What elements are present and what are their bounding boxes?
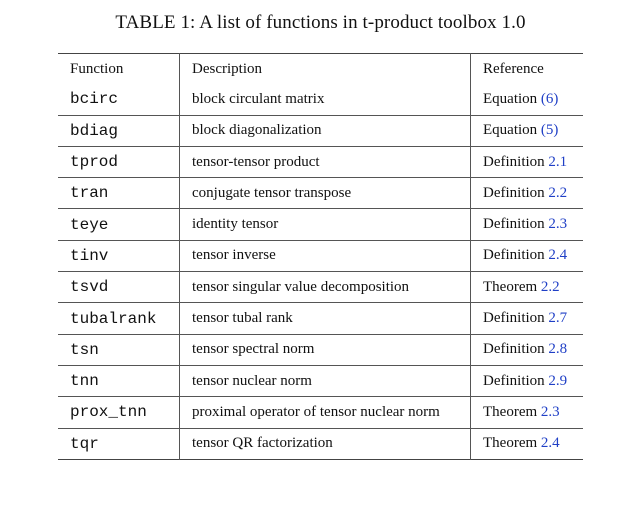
reference-cell: Definition 2.7	[470, 302, 583, 335]
table-row: tqr tensor QR factorization Theorem 2.4	[58, 428, 584, 460]
reference-link[interactable]: 2.3	[548, 216, 568, 233]
header-description: Description	[179, 53, 471, 85]
reference-type: Definition	[483, 216, 545, 233]
function-description: identity tensor	[179, 208, 471, 241]
reference-link[interactable]: 2.4	[540, 435, 560, 452]
reference-cell: Definition 2.1	[470, 146, 583, 179]
table-row: tsvd tensor singular value decomposition T…	[58, 271, 583, 304]
table-row: tinv tensor inverse Definition 2.4	[58, 240, 583, 273]
reference-link[interactable]: 2.2	[548, 184, 568, 201]
function-name-cell: tnn	[58, 365, 180, 398]
function-description: tensor inverse	[179, 240, 471, 273]
reference-cell: Definition 2.2	[470, 177, 583, 210]
reference-type: Definition	[483, 153, 545, 170]
reference-cell: Theorem 2.4	[471, 428, 584, 459]
function-name: prox_tnn	[70, 403, 147, 422]
function-name: tinv	[70, 246, 109, 265]
header-function: Function	[58, 53, 180, 85]
table-row: tsn tensor spectral norm Definition 2.8	[58, 334, 583, 366]
reference-cell: Theorem 2.2	[470, 271, 583, 304]
function-description: tensor-tensor product	[179, 146, 471, 179]
function-name-cell: teye	[58, 208, 180, 241]
table-row: prox_tnn proximal operator of tensor nucl…	[58, 396, 583, 429]
function-name-cell: tinv	[58, 240, 180, 273]
reference-type: Definition	[483, 184, 545, 201]
reference-cell: Theorem 2.3	[470, 396, 583, 429]
function-name-cell: tubalrank	[58, 302, 180, 335]
table-row: tran conjugate tensor transpose Definition…	[58, 177, 583, 210]
function-description: conjugate tensor transpose	[179, 177, 471, 210]
table-row: bcirc block circulant matrix Equation (6)	[58, 84, 583, 116]
reference-cell: Equation (5)	[470, 115, 583, 147]
table-caption: TABLE 1: A list of functions in t-produc…	[115, 12, 526, 33]
function-description: tensor QR factorization	[179, 428, 471, 460]
function-name-cell: tran	[58, 177, 180, 210]
reference-link[interactable]: (6)	[540, 90, 559, 107]
reference-type: Theorem	[483, 278, 538, 295]
reference-type: Definition	[483, 341, 545, 358]
function-description: tensor nuclear norm	[179, 365, 471, 398]
reference-type: Theorem	[483, 403, 538, 420]
functions-table: Function Description Reference bcirc bloc…	[58, 53, 583, 460]
function-name-cell: bdiag	[58, 115, 180, 147]
function-description: block circulant matrix	[179, 84, 471, 116]
reference-type: Definition	[483, 310, 545, 327]
reference-cell: Equation (6)	[470, 84, 583, 116]
reference-link[interactable]: 2.9	[548, 372, 568, 389]
function-name: tsvd	[70, 278, 109, 297]
function-name: bcirc	[70, 90, 119, 109]
reference-cell: Definition 2.9	[470, 365, 583, 398]
reference-type: Equation	[483, 122, 538, 139]
function-name: tnn	[70, 372, 99, 391]
reference-link[interactable]: 2.2	[540, 278, 560, 295]
function-description: tensor spectral norm	[179, 334, 471, 366]
function-name: teye	[70, 215, 109, 234]
table-row: tubalrank tensor tubal rank Definition 2.7	[58, 302, 583, 335]
function-description: proximal operator of tensor nuclear norm	[179, 396, 471, 429]
reference-link[interactable]: 2.8	[548, 341, 568, 358]
function-name-cell: tsvd	[58, 271, 180, 304]
table-body: bcirc block circulant matrix Equation (6) b…	[58, 84, 584, 460]
table-row: bdiag block diagonalization Equation (5)	[58, 115, 583, 147]
function-name: tqr	[70, 434, 99, 453]
function-name-cell: tsn	[58, 334, 180, 366]
reference-link[interactable]: (5)	[540, 122, 559, 139]
reference-link[interactable]: 2.1	[548, 153, 568, 170]
reference-cell: Definition 2.8	[470, 334, 583, 366]
function-name-cell: tprod	[58, 146, 180, 179]
reference-link[interactable]: 2.7	[548, 310, 568, 327]
function-name-cell: bcirc	[58, 84, 180, 116]
table-row: tnn tensor nuclear norm Definition 2.9	[58, 365, 583, 398]
function-name-cell: tqr	[58, 428, 180, 460]
reference-cell: Definition 2.4	[470, 240, 583, 273]
function-name: tprod	[70, 153, 119, 172]
function-name: tsn	[70, 340, 99, 359]
reference-type: Theorem	[483, 435, 538, 452]
reference-type: Equation	[483, 90, 538, 107]
reference-type: Definition	[483, 247, 545, 264]
function-description: tensor tubal rank	[179, 302, 471, 335]
table-header-row: Function Description Reference	[58, 53, 583, 85]
function-name: tubalrank	[70, 309, 157, 328]
function-description: block diagonalization	[179, 115, 471, 147]
function-name: tran	[70, 184, 109, 203]
reference-cell: Definition 2.3	[470, 208, 583, 241]
function-name: bdiag	[70, 121, 119, 140]
function-description: tensor singular value decomposition	[179, 271, 471, 304]
reference-link[interactable]: 2.3	[540, 403, 560, 420]
table-row: teye identity tensor Definition 2.3	[58, 208, 583, 241]
function-name-cell: prox_tnn	[58, 396, 180, 429]
header-reference: Reference	[483, 60, 544, 77]
reference-link[interactable]: 2.4	[548, 247, 568, 264]
reference-type: Definition	[483, 372, 545, 389]
table-row: tprod tensor-tensor product Definition 2.1	[58, 146, 583, 179]
